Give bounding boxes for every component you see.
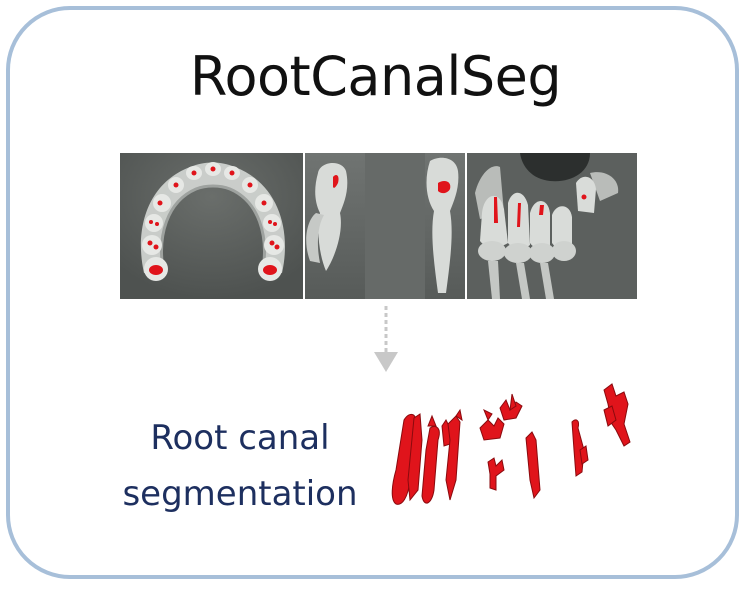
figure-title: RootCanalSeg	[189, 45, 562, 108]
down-arrow-icon	[374, 306, 398, 372]
axial-view	[120, 153, 303, 299]
coronal-view	[467, 153, 637, 299]
caption-line-1: Root canal	[150, 418, 330, 458]
ct-scan-strip	[120, 153, 637, 299]
caption-line-2: segmentation	[122, 474, 358, 514]
caption-label: Root canal segmentation	[100, 410, 380, 522]
segmented-root-canals	[391, 383, 631, 505]
sagittal-view	[305, 153, 465, 299]
